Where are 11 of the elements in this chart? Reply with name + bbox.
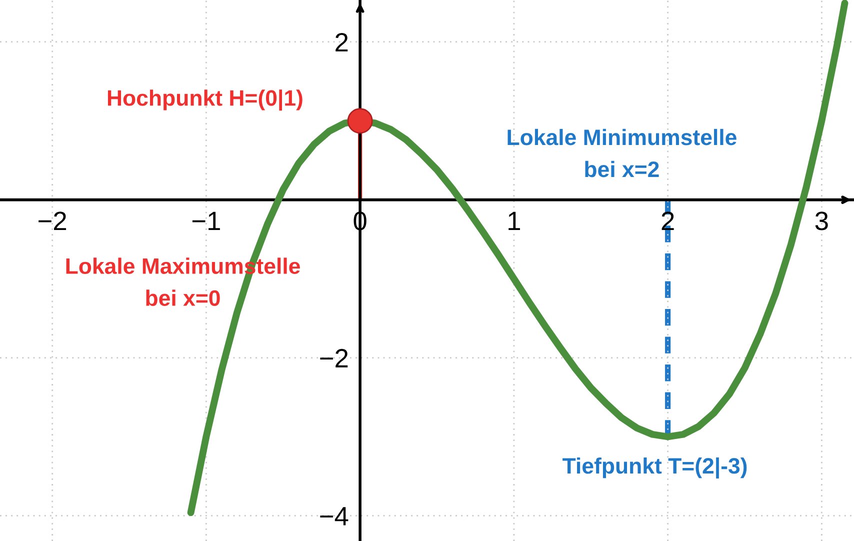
x-tick-label: 1	[508, 212, 520, 230]
x-tick-label: 3	[815, 212, 828, 230]
y-tick-label: 2	[336, 32, 348, 52]
annotation: Tiefpunkt T=(2|-3)	[562, 457, 747, 478]
x-tick-label: −1	[192, 212, 220, 230]
x-tick-label: −2	[38, 212, 66, 230]
x-tick-label: 2	[662, 212, 674, 230]
y-tick-label: −2	[320, 348, 348, 368]
annotation: Hochpunkt H=(0|1)	[108, 90, 302, 111]
y-tick-label: −4	[320, 507, 348, 526]
annotation: Lokale Minimumstelle bei x=2	[508, 128, 736, 178]
